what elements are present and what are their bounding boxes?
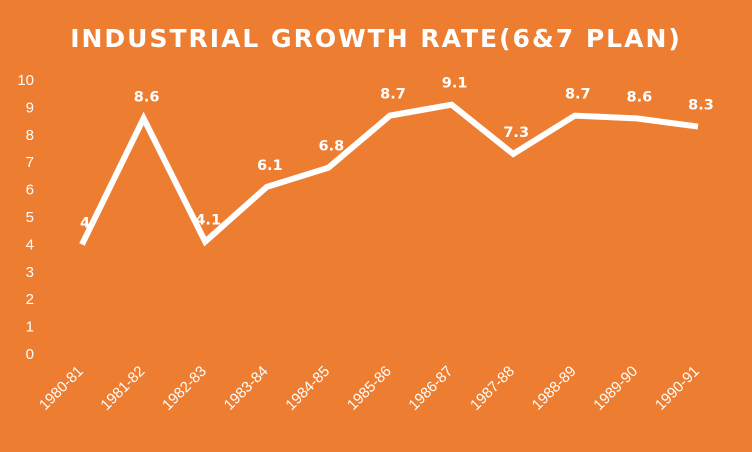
y-tick-label: 8 [26,127,34,144]
data-label: 4 [80,215,90,231]
y-tick-label: 0 [26,346,34,363]
data-label: 8.6 [627,89,653,105]
x-tick-label: 1986-87 [405,363,456,414]
y-tick-label: 6 [26,182,34,199]
drop-lines [81,104,699,354]
y-tick-label: 7 [26,154,34,171]
data-label: 8.7 [565,87,591,103]
y-tick-label: 1 [26,319,34,336]
y-tick-label: 10 [17,72,34,89]
x-tick-label: 1983-84 [221,363,272,414]
x-tick-label: 1990-91 [652,363,703,414]
data-labels: 4 8.6 4.1 6.1 6.8 8.7 9.1 7.3 8.7 8.6 8.3 [80,76,714,232]
data-label: 8.3 [688,98,714,114]
data-label: 7.3 [503,125,529,141]
data-label: 6.1 [257,158,283,174]
x-tick-label: 1987-88 [467,363,518,414]
y-tick-label: 2 [26,291,34,308]
y-tick-label: 9 [26,99,34,116]
x-tick-label: 1980-81 [36,363,87,414]
y-tick-label: 4 [26,236,34,253]
data-label: 6.8 [319,139,345,155]
x-axis-ticks: 1980-81 1981-82 1982-83 1983-84 1984-85 1985-… [36,363,703,414]
x-tick-label: 1981-82 [97,363,148,414]
y-axis-ticks: 0 1 2 3 4 5 6 7 8 9 10 [17,72,34,363]
x-tick-label: 1985-86 [344,363,395,414]
x-tick-label: 1984-85 [282,363,333,414]
x-tick-label: 1988-89 [529,363,580,414]
data-label: 4.1 [195,213,221,229]
x-tick-label: 1982-83 [159,363,210,414]
y-tick-label: 3 [26,264,34,281]
chart-title: INDUSTRIAL GROWTH RATE(6&7 PLAN) [70,24,682,53]
data-label: 9.1 [442,76,468,92]
x-tick-label: 1989-90 [590,363,641,414]
data-label: 8.6 [134,89,160,105]
series-line-group [79,101,699,247]
y-tick-label: 5 [26,209,34,226]
data-label: 8.7 [380,87,406,103]
